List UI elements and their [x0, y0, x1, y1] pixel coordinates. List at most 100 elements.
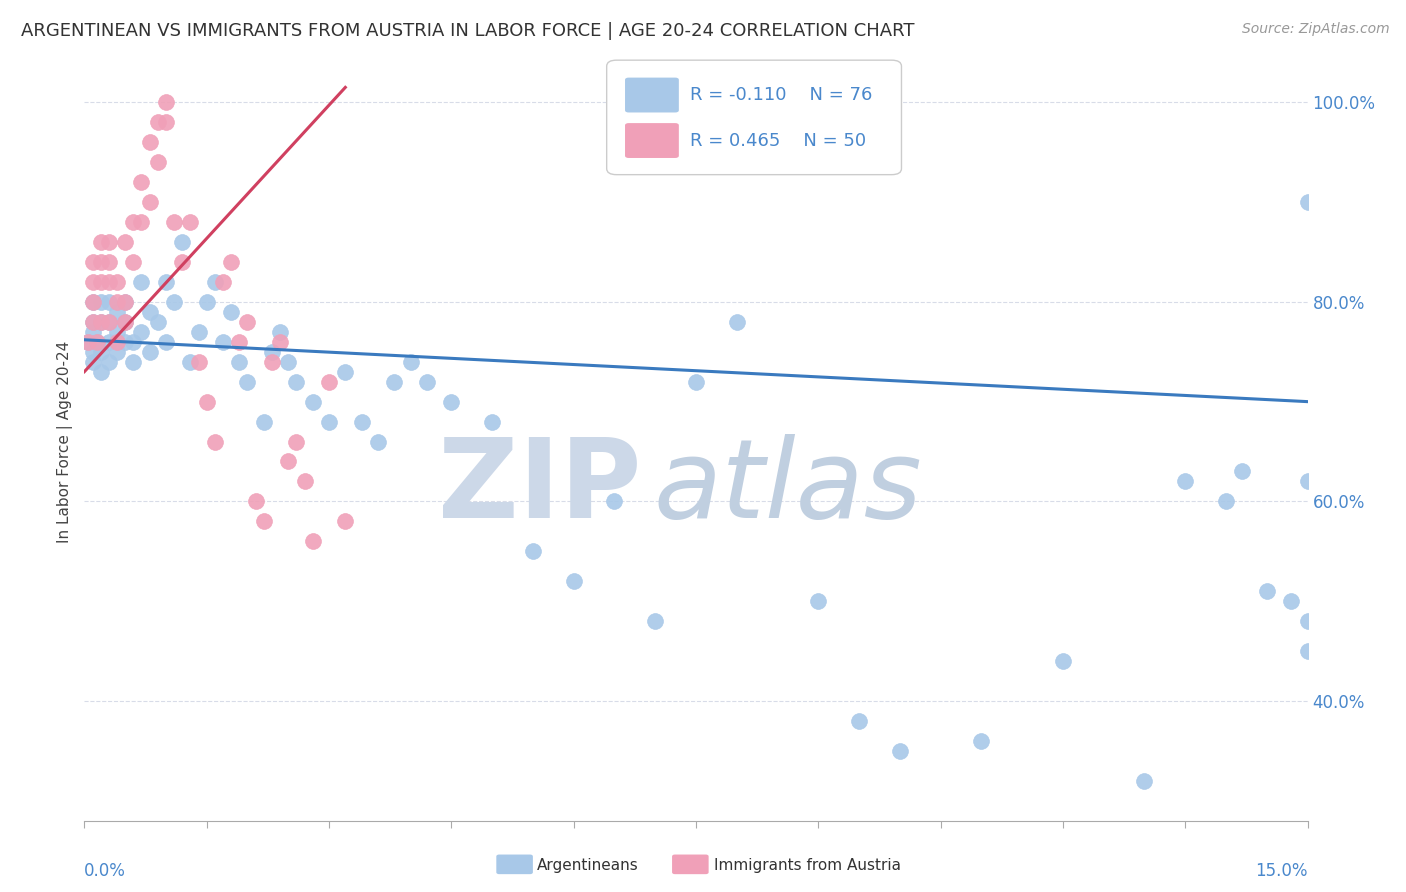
Point	[301, 534, 323, 549]
Point	[114, 235, 136, 249]
Text: atlas: atlas	[654, 434, 922, 541]
Point	[187, 355, 209, 369]
Point	[172, 255, 194, 269]
Point	[90, 315, 112, 329]
Point	[90, 315, 112, 329]
Point	[382, 375, 405, 389]
Point	[204, 434, 226, 449]
Point	[82, 255, 104, 269]
Point	[90, 275, 112, 289]
Point	[350, 415, 373, 429]
Point	[97, 275, 120, 289]
Point	[1256, 584, 1278, 599]
Point	[269, 334, 291, 349]
Point	[228, 334, 250, 349]
Point	[260, 344, 283, 359]
Text: R = 0.465    N = 50: R = 0.465 N = 50	[690, 131, 866, 150]
Point	[97, 315, 120, 329]
Point	[269, 325, 291, 339]
Point	[86, 334, 108, 349]
Point	[90, 294, 112, 309]
Point	[1232, 465, 1254, 479]
Y-axis label: In Labor Force | Age 20-24: In Labor Force | Age 20-24	[58, 341, 73, 542]
Point	[1215, 494, 1237, 508]
Point	[82, 275, 104, 289]
Point	[138, 195, 160, 210]
Point	[1279, 594, 1302, 608]
Point	[90, 255, 112, 269]
Point	[146, 115, 169, 129]
Point	[1174, 475, 1197, 489]
Point	[399, 355, 422, 369]
Point	[97, 334, 120, 349]
Point	[155, 334, 177, 349]
Text: R = -0.110    N = 76: R = -0.110 N = 76	[690, 86, 872, 104]
Point	[318, 415, 340, 429]
Point	[122, 215, 145, 229]
Point	[219, 255, 242, 269]
Point	[86, 334, 108, 349]
Point	[97, 255, 120, 269]
Point	[277, 454, 299, 468]
Point	[253, 415, 276, 429]
FancyBboxPatch shape	[626, 78, 679, 112]
Text: ARGENTINEAN VS IMMIGRANTS FROM AUSTRIA IN LABOR FORCE | AGE 20-24 CORRELATION CH: ARGENTINEAN VS IMMIGRANTS FROM AUSTRIA I…	[21, 22, 914, 40]
Point	[301, 394, 323, 409]
FancyBboxPatch shape	[606, 60, 901, 175]
Point	[122, 334, 145, 349]
Point	[172, 235, 194, 249]
Point	[122, 255, 145, 269]
Point	[367, 434, 389, 449]
Point	[277, 355, 299, 369]
Point	[522, 544, 544, 558]
Point	[82, 294, 104, 309]
Point	[82, 315, 104, 329]
Point	[644, 614, 666, 628]
Point	[204, 275, 226, 289]
Point	[179, 215, 201, 229]
Text: Immigrants from Austria: Immigrants from Austria	[714, 858, 901, 872]
Point	[155, 115, 177, 129]
Point	[131, 175, 153, 189]
Point	[131, 215, 153, 229]
Point	[163, 215, 186, 229]
Point	[440, 394, 463, 409]
Point	[481, 415, 503, 429]
Point	[1296, 475, 1319, 489]
Text: 0.0%: 0.0%	[84, 863, 127, 880]
Point	[82, 325, 104, 339]
Point	[97, 315, 120, 329]
Point	[187, 325, 209, 339]
Point	[889, 744, 911, 758]
Point	[155, 275, 177, 289]
Point	[97, 294, 120, 309]
Point	[228, 355, 250, 369]
Point	[77, 334, 100, 349]
Point	[253, 514, 276, 528]
Point	[82, 344, 104, 359]
Point	[260, 355, 283, 369]
Point	[335, 365, 357, 379]
Point	[138, 305, 160, 319]
Point	[285, 434, 308, 449]
Point	[725, 315, 748, 329]
Text: Argentineans: Argentineans	[537, 858, 638, 872]
Text: ZIP: ZIP	[437, 434, 641, 541]
Point	[90, 344, 112, 359]
Point	[285, 375, 308, 389]
Point	[114, 315, 136, 329]
Point	[131, 275, 153, 289]
Text: Source: ZipAtlas.com: Source: ZipAtlas.com	[1241, 22, 1389, 37]
Point	[131, 325, 153, 339]
Point	[416, 375, 439, 389]
Point	[562, 574, 585, 589]
FancyBboxPatch shape	[626, 123, 679, 158]
Point	[163, 294, 186, 309]
Point	[105, 294, 128, 309]
Point	[236, 315, 259, 329]
Point	[212, 275, 235, 289]
Point	[105, 305, 128, 319]
Point	[236, 375, 259, 389]
Point	[82, 355, 104, 369]
Point	[97, 235, 120, 249]
